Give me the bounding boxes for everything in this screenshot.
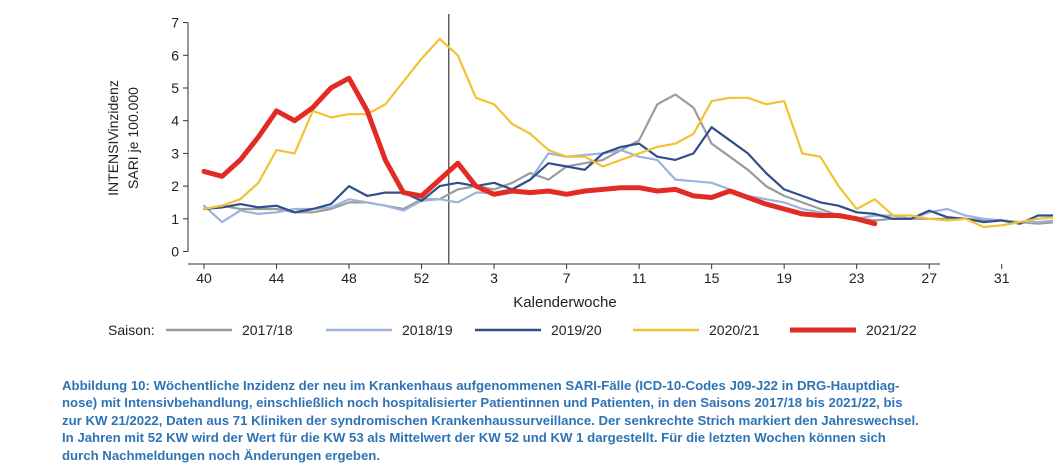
figure-caption: Abbildung 10: Wöchentliche Inzidenz der … bbox=[62, 377, 982, 464]
x-tick-label: 52 bbox=[414, 270, 430, 286]
legend-label: 2020/21 bbox=[709, 322, 760, 338]
caption-line: Abbildung 10: Wöchentliche Inzidenz der … bbox=[62, 378, 900, 393]
y-axis-title-line: INTENSIVinzidenz bbox=[105, 80, 121, 196]
sari-incidence-chart: 0123456740444852371115192327313539Kalend… bbox=[105, 14, 1053, 338]
x-tick-label: 40 bbox=[196, 270, 212, 286]
legend-title: Saison: bbox=[108, 322, 155, 338]
y-tick-label: 5 bbox=[171, 80, 179, 96]
y-tick-label: 4 bbox=[171, 113, 179, 129]
y-axis-title-line: SARI je 100.000 bbox=[125, 87, 141, 189]
series-line-2020-21 bbox=[202, 37, 1053, 229]
legend-label: 2017/18 bbox=[242, 322, 293, 338]
series-line-2019-20 bbox=[202, 126, 1053, 225]
legend-label: 2021/22 bbox=[866, 322, 917, 338]
y-tick-label: 0 bbox=[171, 244, 179, 260]
caption-line: durch Nachmeldungen noch Änderungen erge… bbox=[62, 447, 380, 463]
x-tick-label: 19 bbox=[776, 270, 792, 286]
chart-legend: Saison: 2017/18 2018/19 2019/20 2020/21 2021/… bbox=[108, 322, 917, 338]
caption-line: In Jahren mit 52 KW wird der Wert für di… bbox=[62, 430, 886, 446]
x-axis-title: Kalenderwoche bbox=[513, 294, 616, 311]
caption-line: zur KW 21/2022, Daten aus 71 Kliniken de… bbox=[62, 412, 919, 428]
x-tick-label: 3 bbox=[490, 270, 498, 286]
x-tick-label: 15 bbox=[704, 270, 720, 286]
x-tick-label: 27 bbox=[921, 270, 937, 286]
y-tick-label: 6 bbox=[171, 47, 179, 63]
chart-axes bbox=[183, 14, 1003, 269]
x-tick-label: 23 bbox=[849, 270, 865, 286]
legend-label: 2018/19 bbox=[402, 322, 453, 338]
x-tick-label: 11 bbox=[632, 270, 647, 286]
series-lines bbox=[201, 37, 1053, 229]
caption-line: nose) mit Intensivbehandlung, einschließ… bbox=[62, 395, 903, 411]
y-tick-label: 3 bbox=[171, 145, 179, 161]
x-tick-label: 44 bbox=[269, 270, 285, 286]
y-tick-label: 1 bbox=[171, 211, 179, 227]
y-tick-label: 2 bbox=[171, 178, 179, 194]
x-tick-label: 48 bbox=[341, 270, 357, 286]
series-line-2018-19 bbox=[202, 149, 1053, 224]
series-line-2021-22 bbox=[201, 75, 878, 227]
legend-label: 2019/20 bbox=[551, 322, 602, 338]
x-tick-label: 7 bbox=[563, 270, 571, 286]
axis-labels: 0123456740444852371115192327313539Kalend… bbox=[105, 15, 1010, 311]
y-tick-label: 7 bbox=[171, 15, 179, 31]
x-tick-label: 31 bbox=[994, 270, 1010, 286]
